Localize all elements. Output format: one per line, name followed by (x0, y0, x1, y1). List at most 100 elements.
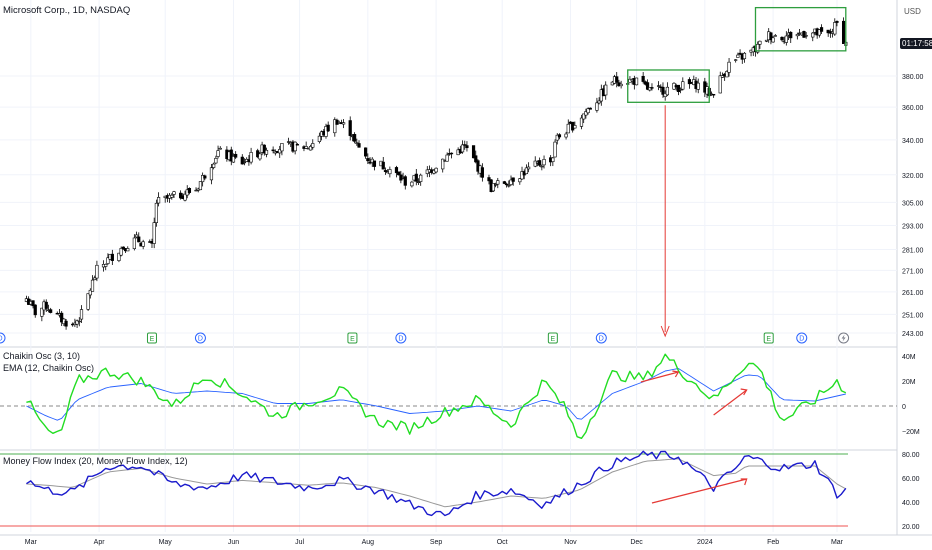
candle (355, 142, 359, 144)
candle (203, 175, 207, 179)
candle (156, 197, 161, 204)
candle (573, 125, 577, 129)
candle (134, 234, 139, 238)
candle (502, 181, 506, 184)
candle (258, 153, 262, 160)
candle (212, 163, 216, 168)
candle (771, 37, 775, 43)
price-tick-label: 281.00 (902, 247, 924, 254)
divergence-arrow-head (672, 370, 680, 378)
candle (31, 300, 35, 307)
candle (410, 181, 414, 187)
price-tick-label: 293.00 (902, 223, 924, 230)
candle (293, 141, 297, 152)
dividend-badge-label: D (799, 336, 804, 343)
candle (564, 133, 568, 138)
candle (542, 159, 546, 166)
consolidation-box (754, 6, 847, 52)
candle (487, 177, 491, 182)
candle (357, 143, 361, 148)
candle (496, 180, 500, 185)
earnings-badge-label: E (150, 336, 155, 343)
candle (619, 83, 623, 87)
candle (533, 160, 537, 167)
candle (789, 31, 793, 39)
candle (491, 183, 495, 192)
candle (286, 141, 291, 143)
candle (553, 141, 557, 158)
candle (372, 160, 377, 167)
time-tick-label: Mar (831, 539, 844, 546)
candle (249, 152, 253, 163)
candle (44, 301, 48, 309)
candle (170, 194, 174, 198)
candle (119, 248, 123, 256)
candle (106, 257, 110, 264)
time-tick-label: Aug (362, 539, 375, 546)
dividend-badge-label: D (599, 336, 604, 343)
candle (333, 119, 337, 134)
divergence-arrow-head (740, 388, 748, 396)
candle (295, 144, 299, 146)
candle (833, 22, 837, 35)
candle (471, 145, 476, 159)
candle (734, 59, 738, 61)
candle (88, 289, 92, 296)
price-pane[interactable] (24, 17, 848, 330)
chaikin-ema-legend: EMA (12, Chaikin Osc) (3, 363, 95, 373)
earnings-badge-label: E (350, 336, 355, 343)
candle (597, 100, 601, 104)
chaikin-pane[interactable] (0, 353, 897, 439)
candle (681, 81, 685, 90)
candle (720, 75, 725, 78)
candle (445, 154, 449, 162)
time-tick-label: Jun (228, 539, 239, 546)
candle (216, 150, 220, 157)
candle (463, 144, 467, 146)
candle (218, 147, 222, 150)
candle (75, 320, 79, 325)
chaikin-tick-label: 0 (902, 404, 906, 411)
candle (460, 144, 465, 153)
candle (95, 264, 99, 279)
candle (104, 264, 108, 267)
candle (434, 167, 438, 173)
dividend-badge-label: D (198, 336, 203, 343)
candle (841, 20, 846, 44)
candle (540, 165, 544, 168)
price-tick-label: 320.00 (902, 173, 924, 180)
chaikin-ema-line (26, 368, 846, 421)
annotations: DEDEDEDED (0, 6, 850, 504)
candle (64, 320, 68, 327)
candle (665, 86, 669, 96)
candle (641, 75, 645, 82)
price-tick-label: 243.00 (902, 331, 924, 338)
chaikin-tick-label: 20M (902, 379, 916, 386)
consolidation-box (627, 69, 710, 103)
candle (366, 158, 370, 162)
candle (280, 143, 284, 152)
candle (394, 167, 399, 174)
candle (311, 143, 315, 148)
candle (201, 175, 205, 183)
earnings-badge-label: E (766, 336, 771, 343)
price-tick-label: 305.00 (902, 200, 924, 207)
candle (555, 134, 559, 141)
candle (308, 146, 313, 151)
candle (110, 253, 114, 261)
candle (780, 36, 784, 41)
divergence-arrow (713, 389, 748, 416)
dividend-badge (796, 332, 808, 344)
chaikin-tick-label: −20M (902, 429, 920, 436)
candle (725, 71, 729, 78)
candle (79, 309, 84, 320)
candle (676, 84, 680, 92)
time-tick-label: Feb (767, 539, 779, 546)
candle (474, 155, 478, 163)
candle (416, 181, 421, 184)
time-tick-label: May (159, 539, 173, 546)
candle (742, 52, 747, 60)
candle (615, 76, 619, 83)
mfi-pane[interactable] (0, 450, 848, 527)
